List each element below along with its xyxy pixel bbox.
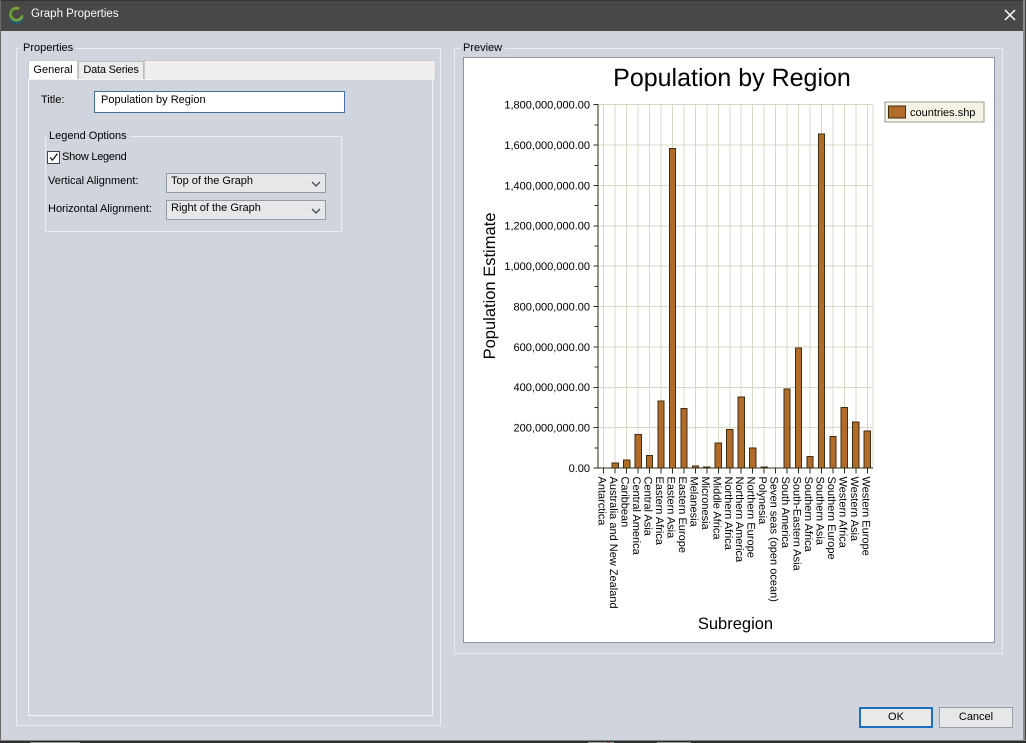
svg-text:Central America: Central America [630,477,642,556]
svg-text:South America: South America [779,477,791,549]
svg-text:1,800,000,000.00: 1,800,000,000.00 [504,100,590,112]
svg-text:Micronesia: Micronesia [699,477,711,531]
svg-text:countries.shp: countries.shp [910,107,975,119]
svg-text:1,000,000,000.00: 1,000,000,000.00 [504,261,590,273]
svg-text:Central Asia: Central Asia [642,477,654,537]
svg-text:Western Europe: Western Europe [859,477,871,556]
svg-text:Australia and New Zealand: Australia and New Zealand [607,477,619,609]
svg-text:Polynesia: Polynesia [756,477,768,526]
svg-text:Subregion: Subregion [698,615,773,633]
svg-text:Northern Africa: Northern Africa [722,477,734,551]
svg-text:Caribbean: Caribbean [619,477,631,528]
svg-text:Seven seas (open ocean): Seven seas (open ocean) [768,477,780,602]
svg-text:Eastern Africa: Eastern Africa [653,477,665,546]
svg-text:Southern Africa: Southern Africa [802,477,814,553]
svg-text:600,000,000.00: 600,000,000.00 [514,342,590,354]
svg-text:800,000,000.00: 800,000,000.00 [514,301,590,313]
svg-text:1,200,000,000.00: 1,200,000,000.00 [504,221,590,233]
svg-text:Population by Region: Population by Region [613,64,851,92]
svg-text:Eastern Asia: Eastern Asia [664,477,676,540]
svg-text:Western Asia: Western Asia [848,477,860,542]
svg-text:Melanesia: Melanesia [687,477,699,528]
svg-text:Southern Europe: Southern Europe [825,477,837,560]
svg-text:South-Eastern Asia: South-Eastern Asia [791,477,803,572]
svg-text:400,000,000.00: 400,000,000.00 [514,382,590,394]
svg-text:200,000,000.00: 200,000,000.00 [514,423,590,435]
svg-text:Middle Africa: Middle Africa [710,477,722,541]
svg-text:Antarctica: Antarctica [596,477,608,527]
svg-text:Northern America: Northern America [733,477,745,563]
svg-text:Southern Asia: Southern Asia [813,477,825,546]
svg-text:1,600,000,000.00: 1,600,000,000.00 [504,140,590,152]
svg-text:Eastern Europe: Eastern Europe [676,477,688,553]
svg-text:0.00: 0.00 [569,463,590,475]
svg-text:Northern Europe: Northern Europe [745,477,757,558]
svg-text:Population Estimate: Population Estimate [481,213,499,360]
svg-text:1,400,000,000.00: 1,400,000,000.00 [504,180,590,192]
svg-text:Western Africa: Western Africa [836,477,848,549]
